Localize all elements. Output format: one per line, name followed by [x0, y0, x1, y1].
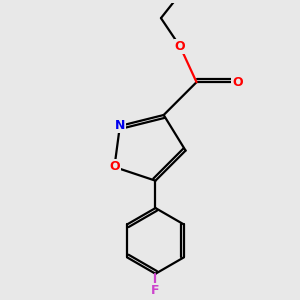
Text: F: F — [151, 284, 160, 297]
Text: N: N — [115, 119, 125, 132]
Text: O: O — [232, 76, 243, 89]
Text: O: O — [175, 40, 185, 53]
Text: O: O — [109, 160, 120, 173]
